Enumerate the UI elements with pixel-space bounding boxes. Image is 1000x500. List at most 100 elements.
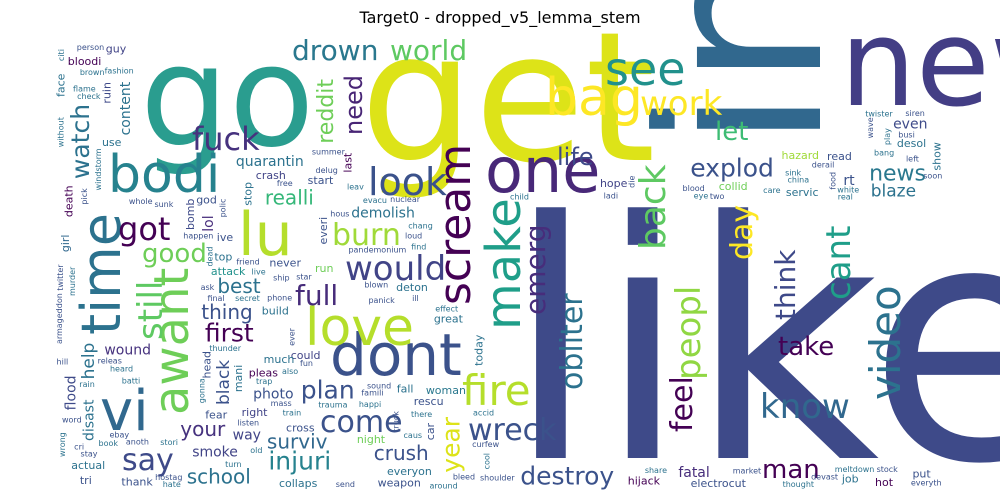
word-im: im <box>612 0 874 150</box>
word-market: market <box>733 467 761 476</box>
word-ship: ship <box>273 273 290 282</box>
word-hate: hate <box>163 480 181 489</box>
word-hill: hill <box>57 357 69 366</box>
word-head: head <box>200 351 213 378</box>
word-cant: cant <box>819 226 859 300</box>
word-rt: rt <box>843 173 855 189</box>
word-scream: scream <box>430 144 481 305</box>
word-top: top <box>214 250 232 263</box>
word-would: would <box>345 249 446 289</box>
word-loud: loud <box>405 231 422 240</box>
word-injuri: injuri <box>268 447 331 476</box>
word-obliter: obliter <box>555 293 590 390</box>
word-put: put <box>912 468 931 481</box>
word-actual: actual <box>71 459 105 472</box>
word-without: without <box>57 117 66 147</box>
word-one: one <box>485 134 600 207</box>
word-still: still <box>131 281 171 340</box>
word-start: start <box>308 174 334 187</box>
word-polic: polic <box>218 199 227 218</box>
word-way: way <box>233 428 261 444</box>
word-get: get <box>360 0 656 203</box>
word-man: man <box>762 455 820 485</box>
word-twitter: twitter <box>56 264 65 291</box>
word-shoulder: shoulder <box>480 473 515 482</box>
word-black: black <box>214 360 234 405</box>
word-need: need <box>340 75 368 135</box>
word-make: make <box>476 198 532 330</box>
word-sunk: sunk <box>154 200 173 209</box>
word-fun: fun <box>300 359 313 368</box>
word-think: think <box>769 249 802 320</box>
word-awant: awant <box>144 268 200 415</box>
word-build: build <box>262 305 289 318</box>
word-smoke: smoke <box>192 444 238 460</box>
word-truck: truck <box>392 411 401 432</box>
word-left: left <box>906 154 919 163</box>
word-murder: murder <box>68 266 77 296</box>
word-go: go <box>140 16 315 179</box>
word-weapon: weapon <box>378 476 421 489</box>
word-anoth: anoth <box>126 437 149 446</box>
word-ruin: ruin <box>100 82 113 104</box>
word-fire: fire <box>462 366 531 415</box>
word-tri: tri <box>80 474 92 487</box>
word-photo: photo <box>253 387 293 403</box>
word-stori: stori <box>160 438 178 447</box>
word-come: come <box>320 405 403 440</box>
word-china: china <box>787 175 809 184</box>
word-gonna: gonna <box>197 378 206 403</box>
word-rescu: rescu <box>414 395 444 408</box>
word-explod: explod <box>690 153 774 182</box>
word-quarantin: quarantin <box>236 154 304 170</box>
word-meltdown: meltdown <box>835 465 875 474</box>
word-trap: trap <box>256 377 272 386</box>
word-bleed: bleed <box>453 473 475 482</box>
word-cri: cri <box>74 443 84 452</box>
word-full: full <box>295 279 338 312</box>
word-stock: stock <box>877 465 899 474</box>
word-collid: collid <box>719 180 748 193</box>
word-share: share <box>645 466 667 475</box>
word-fear: fear <box>205 408 227 421</box>
word-care: care <box>763 186 780 195</box>
word-fashion: fashion <box>105 67 134 76</box>
word-child: child <box>510 193 529 202</box>
word-drown: drown <box>292 34 378 67</box>
word-plan: plan <box>301 375 355 404</box>
word-could: could <box>291 349 321 362</box>
word-busi: busi <box>898 131 915 140</box>
word-everyon: everyon <box>387 465 432 478</box>
word-stay: stay <box>81 450 98 459</box>
word-news: news <box>869 161 926 186</box>
word-summer: summer <box>312 147 346 156</box>
word-watch: watch <box>66 104 95 179</box>
word-bloodi: bloodi <box>68 55 102 68</box>
word-food: food <box>829 172 838 190</box>
word-find: find <box>411 243 426 252</box>
word-live: live <box>252 267 266 276</box>
word-armageddon: armageddon <box>55 293 64 344</box>
word-your: your <box>180 417 226 441</box>
word-whole: whole <box>129 197 153 206</box>
word-content: content <box>118 81 134 135</box>
word-disast: disast <box>81 399 97 441</box>
word-last: last <box>341 152 354 173</box>
word-vi: vi <box>100 379 149 444</box>
word-fuck: fuck <box>192 120 260 158</box>
word-fatal: fatal <box>678 465 709 481</box>
word-bag: bag <box>545 68 643 128</box>
word-real: real <box>838 193 853 202</box>
word-twister: twister <box>865 109 893 118</box>
word-releas: releas <box>98 357 122 366</box>
word-blown: blown <box>364 280 388 289</box>
word-wrong: wrong <box>58 432 67 457</box>
word-batti: batti <box>122 377 140 386</box>
word-new: new <box>840 0 1000 134</box>
word-ebay: ebay <box>109 430 129 439</box>
word-burn: burn <box>332 218 401 253</box>
word-person: person <box>77 43 104 52</box>
word-curfew: curfew <box>472 440 499 449</box>
word-listen: listen <box>237 419 259 428</box>
